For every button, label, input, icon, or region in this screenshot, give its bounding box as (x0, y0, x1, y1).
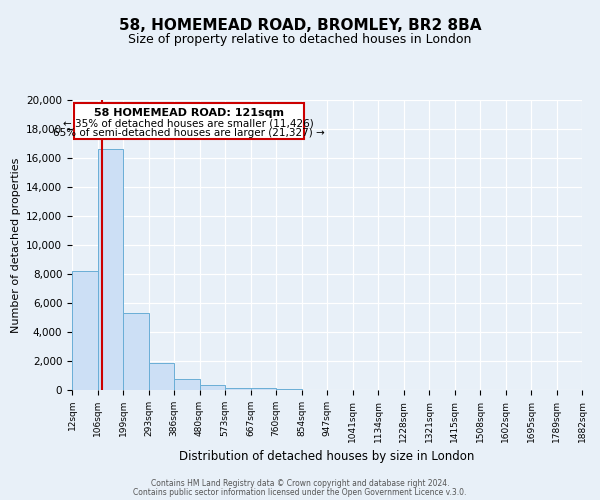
Text: Size of property relative to detached houses in London: Size of property relative to detached ho… (128, 32, 472, 46)
Text: Contains public sector information licensed under the Open Government Licence v.: Contains public sector information licen… (133, 488, 467, 497)
Bar (149, 363, 174, 390)
FancyBboxPatch shape (74, 103, 304, 139)
Bar (123, 313, 149, 390)
Bar (225, 388, 251, 390)
X-axis label: Distribution of detached houses by size in London: Distribution of detached houses by size … (179, 450, 475, 463)
Text: 58, HOMEMEAD ROAD, BROMLEY, BR2 8BA: 58, HOMEMEAD ROAD, BROMLEY, BR2 8BA (119, 18, 481, 32)
Text: ← 35% of detached houses are smaller (11,426): ← 35% of detached houses are smaller (11… (64, 118, 314, 128)
Text: 58 HOMEMEAD ROAD: 121sqm: 58 HOMEMEAD ROAD: 121sqm (94, 108, 284, 118)
Y-axis label: Number of detached properties: Number of detached properties (11, 158, 20, 332)
Bar (174, 378, 199, 390)
Bar (97, 150, 123, 390)
Bar (72, 271, 97, 390)
Text: Contains HM Land Registry data © Crown copyright and database right 2024.: Contains HM Land Registry data © Crown c… (151, 479, 449, 488)
Text: 65% of semi-detached houses are larger (21,327) →: 65% of semi-detached houses are larger (… (53, 128, 325, 138)
Bar (251, 388, 276, 390)
Bar (199, 385, 225, 390)
Bar (276, 389, 302, 390)
